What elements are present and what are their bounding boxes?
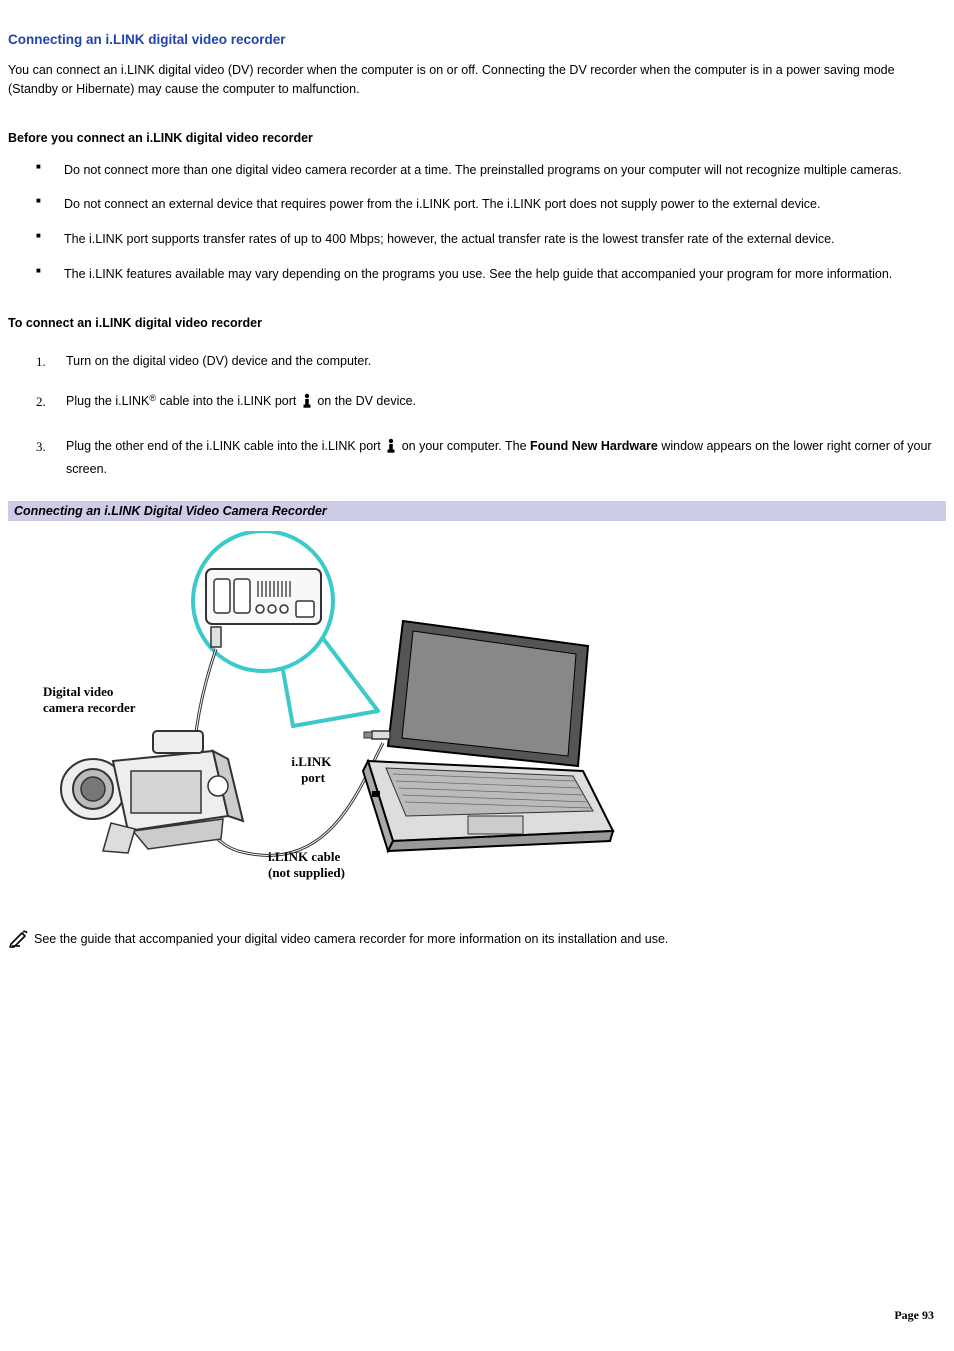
step-text: on the DV device.: [314, 394, 416, 408]
page-label: Page: [894, 1308, 919, 1322]
list-item: The i.LINK features available may vary d…: [36, 265, 946, 284]
note-text: See the guide that accompanied your digi…: [34, 932, 668, 946]
ilink-icon: [386, 438, 396, 460]
list-item: Plug the i.LINK® cable into the i.LINK p…: [36, 392, 946, 415]
diagram-figure: Digital video camera recorder i.LINK por…: [38, 531, 946, 894]
section-before-heading: Before you connect an i.LINK digital vid…: [8, 131, 946, 145]
steps-list: Turn on the digital video (DV) device an…: [36, 352, 946, 479]
step-text: cable into the i.LINK port: [156, 394, 300, 408]
page-number: 93: [922, 1308, 934, 1322]
list-item: The i.LINK port supports transfer rates …: [36, 230, 946, 249]
list-item: Plug the other end of the i.LINK cable i…: [36, 437, 946, 479]
step-text: Plug the i.LINK: [66, 394, 149, 408]
list-item: Do not connect more than one digital vid…: [36, 161, 946, 180]
note-row: See the guide that accompanied your digi…: [8, 930, 946, 954]
section-connect-heading: To connect an i.LINK digital video recor…: [8, 316, 946, 330]
diagram-label: i.LINK cable (not supplied): [268, 849, 345, 880]
list-item: Do not connect an external device that r…: [36, 195, 946, 214]
intro-paragraph: You can connect an i.LINK digital video …: [8, 61, 946, 99]
step-text: on your computer. The: [398, 439, 530, 453]
step-text: Plug the other end of the i.LINK cable i…: [66, 439, 384, 453]
before-bullet-list: Do not connect more than one digital vid…: [36, 161, 946, 284]
diagram-label: i.LINK port: [291, 754, 334, 785]
page-title: Connecting an i.LINK digital video recor…: [8, 32, 946, 47]
list-item: Turn on the digital video (DV) device an…: [36, 352, 946, 371]
bold-text: Found New Hardware: [530, 439, 658, 453]
diagram-label: Digital video camera recorder: [43, 684, 136, 715]
ilink-icon: [302, 393, 312, 415]
note-icon: [8, 930, 30, 954]
diagram-caption-bar: Connecting an i.LINK Digital Video Camer…: [8, 501, 946, 521]
page-footer: Page 93: [894, 1308, 934, 1323]
